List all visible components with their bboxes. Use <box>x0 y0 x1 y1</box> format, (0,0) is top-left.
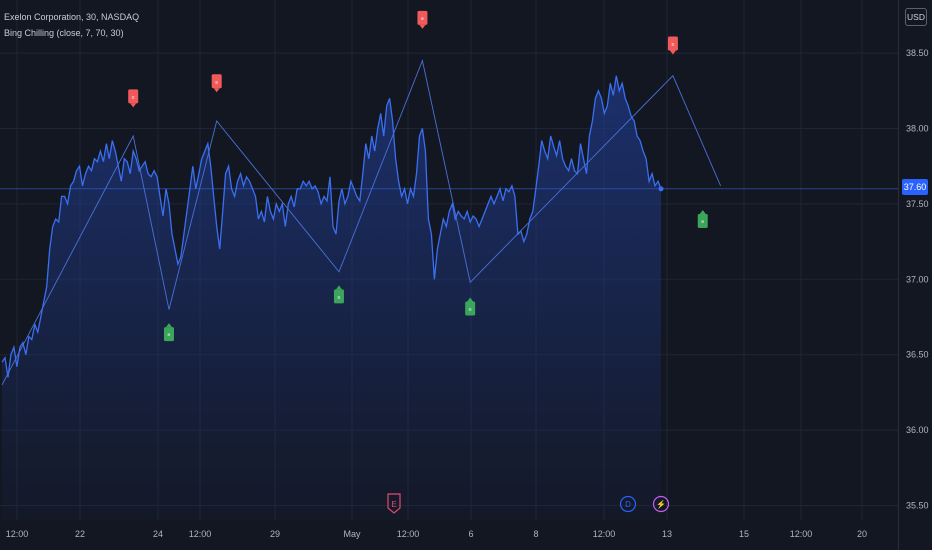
signal-label: ≡ <box>671 42 674 48</box>
x-tick-label: 6 <box>468 529 473 539</box>
x-tick-label: 12:00 <box>6 529 29 539</box>
buy-signal-marker: ≡ <box>333 285 344 304</box>
chart-legend: Exelon Corporation, 30, NASDAQ Bing Chil… <box>4 9 139 41</box>
x-tick-label: 12:00 <box>790 529 813 539</box>
buy-signal-marker: ≡ <box>697 209 708 228</box>
svg-text:⚡: ⚡ <box>656 499 666 509</box>
currency-button[interactable]: USD <box>905 8 927 26</box>
sell-signal-marker: ≡ <box>211 74 222 93</box>
signal-label: ≡ <box>168 333 171 339</box>
y-tick-label: 37.50 <box>906 199 929 209</box>
signal-label: ≡ <box>701 219 704 225</box>
y-tick-label: 37.00 <box>906 274 929 284</box>
x-tick-label: May <box>343 529 361 539</box>
x-tick-label: 20 <box>857 529 867 539</box>
indicator-label[interactable]: Bing Chilling (close, 7, 70, 30) <box>4 28 124 38</box>
price-area <box>2 75 661 520</box>
x-tick-label: 15 <box>739 529 749 539</box>
y-tick-label: 36.00 <box>906 425 929 435</box>
sell-signal-marker: ≡ <box>417 10 428 29</box>
y-tick-label: 38.00 <box>906 124 929 134</box>
sell-signal-marker: ≡ <box>667 36 678 55</box>
x-tick-label: 8 <box>533 529 538 539</box>
zigzag-line <box>1 59 722 386</box>
signal-label: ≡ <box>337 295 340 301</box>
x-tick-label: 22 <box>75 529 85 539</box>
buy-signal-marker: ≡ <box>465 297 476 316</box>
x-tick-label: 29 <box>270 529 280 539</box>
dividend-event-icon: D <box>619 495 637 513</box>
signal-label: ≡ <box>469 307 472 313</box>
symbol-title[interactable]: Exelon Corporation, 30, NASDAQ <box>4 12 140 22</box>
y-tick-label: 38.50 <box>906 48 929 58</box>
y-tick-label: 35.50 <box>906 501 929 511</box>
earnings-event-icon: E <box>387 493 401 514</box>
x-tick-label: 12:00 <box>189 529 212 539</box>
split-event-icon: ⚡ <box>652 495 670 513</box>
signal-label: ≡ <box>215 80 218 86</box>
svg-text:D: D <box>625 500 631 509</box>
x-tick-label: 24 <box>153 529 163 539</box>
x-tick-label: 12:00 <box>593 529 616 539</box>
buy-signal-marker: ≡ <box>163 323 174 342</box>
sell-signal-marker: ≡ <box>128 89 139 108</box>
x-tick-label: 13 <box>662 529 672 539</box>
signal-label: ≡ <box>421 16 424 22</box>
last-price-label: 37.60 <box>902 179 928 195</box>
signal-label: ≡ <box>132 95 135 101</box>
y-tick-label: 36.50 <box>906 350 929 360</box>
x-tick-label: 12:00 <box>397 529 420 539</box>
price-line <box>1 75 662 378</box>
svg-text:E: E <box>391 500 396 509</box>
